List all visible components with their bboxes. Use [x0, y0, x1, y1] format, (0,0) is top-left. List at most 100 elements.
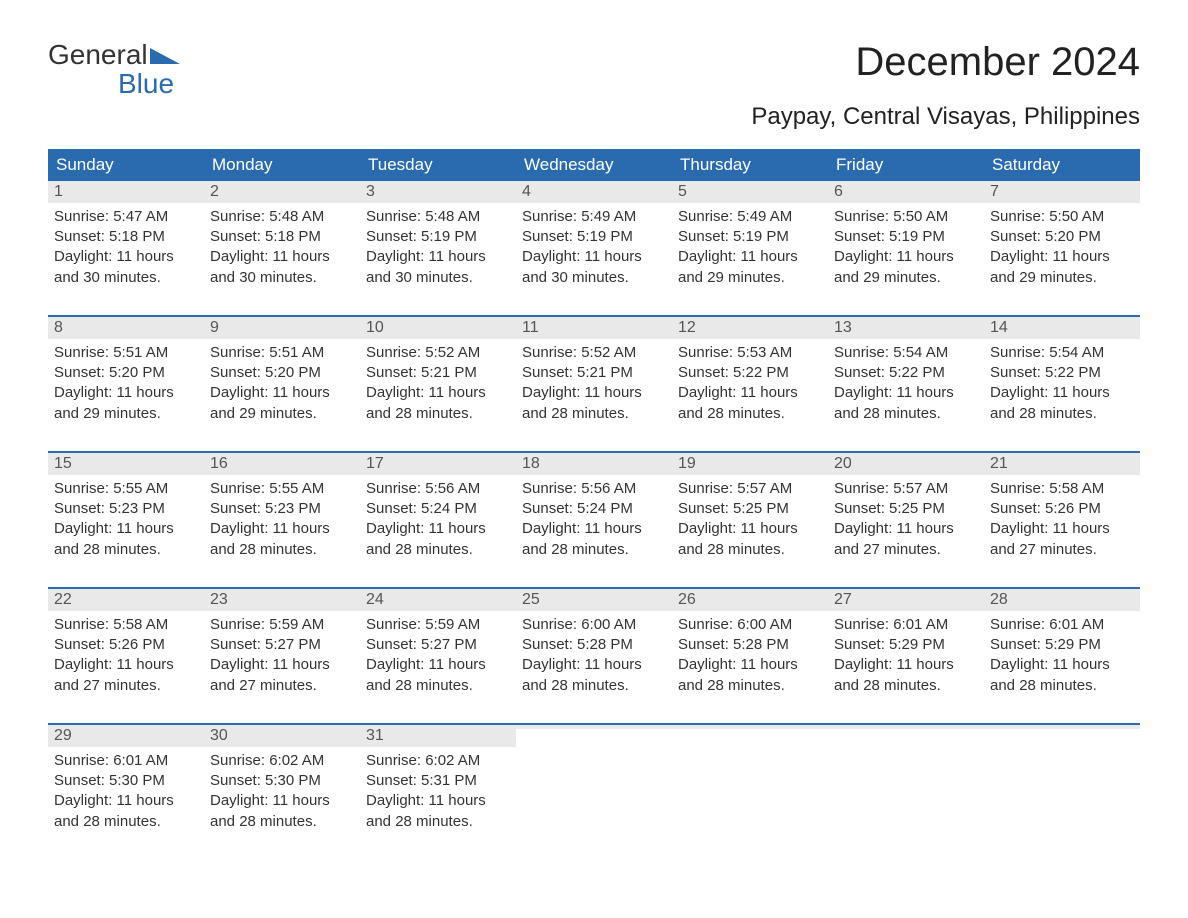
- calendar-day: 20Sunrise: 5:57 AMSunset: 5:25 PMDayligh…: [828, 453, 984, 573]
- day-sunrise: Sunrise: 6:01 AM: [990, 615, 1134, 635]
- day-number-strip: [828, 725, 984, 729]
- calendar-day: 27Sunrise: 6:01 AMSunset: 5:29 PMDayligh…: [828, 589, 984, 709]
- day-sunset: Sunset: 5:22 PM: [834, 363, 978, 383]
- day-daylight2: and 29 minutes.: [834, 268, 978, 288]
- day-number-strip: 17: [360, 453, 516, 475]
- day-body: Sunrise: 6:02 AMSunset: 5:30 PMDaylight:…: [204, 747, 360, 842]
- day-number: 19: [672, 453, 828, 475]
- day-sunset: Sunset: 5:21 PM: [522, 363, 666, 383]
- logo: General Blue: [48, 40, 180, 99]
- day-body: Sunrise: 5:56 AMSunset: 5:24 PMDaylight:…: [516, 475, 672, 570]
- day-sunset: Sunset: 5:30 PM: [54, 771, 198, 791]
- week-row: 8Sunrise: 5:51 AMSunset: 5:20 PMDaylight…: [48, 315, 1140, 437]
- day-daylight1: Daylight: 11 hours: [366, 247, 510, 267]
- weekday-header: Monday: [204, 149, 360, 181]
- day-daylight2: and 28 minutes.: [522, 404, 666, 424]
- day-daylight1: Daylight: 11 hours: [54, 655, 198, 675]
- day-daylight2: and 28 minutes.: [834, 676, 978, 696]
- calendar-day: 8Sunrise: 5:51 AMSunset: 5:20 PMDaylight…: [48, 317, 204, 437]
- day-number: 29: [48, 725, 204, 747]
- day-body: Sunrise: 5:49 AMSunset: 5:19 PMDaylight:…: [672, 203, 828, 298]
- day-sunset: Sunset: 5:25 PM: [834, 499, 978, 519]
- day-daylight2: and 30 minutes.: [522, 268, 666, 288]
- calendar-day: [828, 725, 984, 845]
- calendar-day: 4Sunrise: 5:49 AMSunset: 5:19 PMDaylight…: [516, 181, 672, 301]
- day-daylight2: and 27 minutes.: [834, 540, 978, 560]
- day-sunrise: Sunrise: 6:00 AM: [678, 615, 822, 635]
- day-body: Sunrise: 5:54 AMSunset: 5:22 PMDaylight:…: [984, 339, 1140, 434]
- day-daylight1: Daylight: 11 hours: [678, 655, 822, 675]
- day-daylight2: and 27 minutes.: [990, 540, 1134, 560]
- calendar-day: 23Sunrise: 5:59 AMSunset: 5:27 PMDayligh…: [204, 589, 360, 709]
- day-daylight1: Daylight: 11 hours: [210, 519, 354, 539]
- day-daylight1: Daylight: 11 hours: [522, 655, 666, 675]
- calendar-day: 2Sunrise: 5:48 AMSunset: 5:18 PMDaylight…: [204, 181, 360, 301]
- day-number: 2: [204, 181, 360, 203]
- calendar-day: [672, 725, 828, 845]
- day-daylight2: and 30 minutes.: [54, 268, 198, 288]
- day-daylight1: Daylight: 11 hours: [54, 791, 198, 811]
- day-sunrise: Sunrise: 5:58 AM: [54, 615, 198, 635]
- calendar-day: 5Sunrise: 5:49 AMSunset: 5:19 PMDaylight…: [672, 181, 828, 301]
- day-number: 28: [984, 589, 1140, 611]
- day-body: Sunrise: 5:59 AMSunset: 5:27 PMDaylight:…: [204, 611, 360, 706]
- calendar-day: [984, 725, 1140, 845]
- day-number-strip: [516, 725, 672, 729]
- day-body: Sunrise: 5:57 AMSunset: 5:25 PMDaylight:…: [672, 475, 828, 570]
- day-number: 16: [204, 453, 360, 475]
- weeks-container: 1Sunrise: 5:47 AMSunset: 5:18 PMDaylight…: [48, 181, 1140, 845]
- day-number-strip: [984, 725, 1140, 729]
- day-sunset: Sunset: 5:28 PM: [678, 635, 822, 655]
- day-number-strip: 12: [672, 317, 828, 339]
- day-daylight1: Daylight: 11 hours: [678, 519, 822, 539]
- day-daylight2: and 27 minutes.: [210, 676, 354, 696]
- week-row: 22Sunrise: 5:58 AMSunset: 5:26 PMDayligh…: [48, 587, 1140, 709]
- day-sunrise: Sunrise: 6:02 AM: [210, 751, 354, 771]
- day-sunset: Sunset: 5:20 PM: [990, 227, 1134, 247]
- day-daylight1: Daylight: 11 hours: [54, 247, 198, 267]
- day-number: 1: [48, 181, 204, 203]
- day-body: Sunrise: 5:49 AMSunset: 5:19 PMDaylight:…: [516, 203, 672, 298]
- day-daylight1: Daylight: 11 hours: [990, 655, 1134, 675]
- day-daylight2: and 28 minutes.: [678, 404, 822, 424]
- day-number-strip: 20: [828, 453, 984, 475]
- day-daylight2: and 28 minutes.: [366, 676, 510, 696]
- day-sunrise: Sunrise: 5:47 AM: [54, 207, 198, 227]
- day-sunset: Sunset: 5:22 PM: [990, 363, 1134, 383]
- calendar-day: [516, 725, 672, 845]
- calendar-day: 7Sunrise: 5:50 AMSunset: 5:20 PMDaylight…: [984, 181, 1140, 301]
- day-body: Sunrise: 6:00 AMSunset: 5:28 PMDaylight:…: [516, 611, 672, 706]
- day-sunrise: Sunrise: 5:49 AM: [678, 207, 822, 227]
- day-sunset: Sunset: 5:20 PM: [210, 363, 354, 383]
- day-body: Sunrise: 5:51 AMSunset: 5:20 PMDaylight:…: [204, 339, 360, 434]
- calendar-day: 12Sunrise: 5:53 AMSunset: 5:22 PMDayligh…: [672, 317, 828, 437]
- day-sunrise: Sunrise: 5:49 AM: [522, 207, 666, 227]
- calendar-day: 22Sunrise: 5:58 AMSunset: 5:26 PMDayligh…: [48, 589, 204, 709]
- week-row: 15Sunrise: 5:55 AMSunset: 5:23 PMDayligh…: [48, 451, 1140, 573]
- weekday-header: Sunday: [48, 149, 204, 181]
- week-row: 29 Sunrise: 6:01 AMSunset: 5:30 PMDayligh…: [48, 723, 1140, 845]
- calendar-day: 11Sunrise: 5:52 AMSunset: 5:21 PMDayligh…: [516, 317, 672, 437]
- day-daylight1: Daylight: 11 hours: [990, 519, 1134, 539]
- calendar-day: 13Sunrise: 5:54 AMSunset: 5:22 PMDayligh…: [828, 317, 984, 437]
- calendar-day: 31Sunrise: 6:02 AMSunset: 5:31 PMDayligh…: [360, 725, 516, 845]
- day-daylight2: and 28 minutes.: [990, 676, 1134, 696]
- day-daylight2: and 28 minutes.: [366, 404, 510, 424]
- day-sunrise: Sunrise: 6:01 AM: [834, 615, 978, 635]
- day-sunrise: Sunrise: 5:51 AM: [54, 343, 198, 363]
- day-number-strip: 11: [516, 317, 672, 339]
- day-number-strip: 7: [984, 181, 1140, 203]
- day-sunrise: Sunrise: 6:01 AM: [54, 751, 198, 771]
- day-daylight1: Daylight: 11 hours: [522, 519, 666, 539]
- day-number: 5: [672, 181, 828, 203]
- day-daylight2: and 28 minutes.: [366, 812, 510, 832]
- day-daylight2: and 28 minutes.: [210, 540, 354, 560]
- weekday-header: Wednesday: [516, 149, 672, 181]
- calendar-day: 9Sunrise: 5:51 AMSunset: 5:20 PMDaylight…: [204, 317, 360, 437]
- day-sunrise: Sunrise: 5:55 AM: [54, 479, 198, 499]
- day-daylight2: and 29 minutes.: [54, 404, 198, 424]
- day-daylight2: and 29 minutes.: [990, 268, 1134, 288]
- day-sunrise: Sunrise: 5:54 AM: [990, 343, 1134, 363]
- day-number: 13: [828, 317, 984, 339]
- day-sunset: Sunset: 5:20 PM: [54, 363, 198, 383]
